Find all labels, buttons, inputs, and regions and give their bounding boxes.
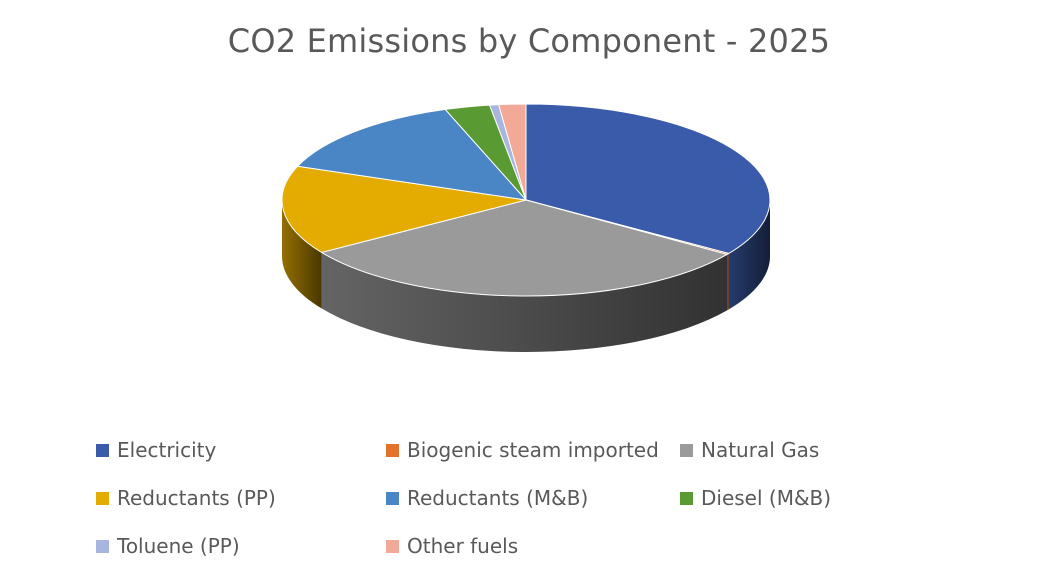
legend-item-reductants-pp: Reductants (PP)	[96, 484, 276, 512]
legend-label: Reductants (M&B)	[407, 486, 589, 510]
legend-label: Diesel (M&B)	[701, 486, 832, 510]
legend-swatch	[386, 443, 399, 457]
chart-title: CO2 Emissions by Component - 2025	[227, 22, 831, 60]
legend-label: Reductants (PP)	[117, 486, 276, 510]
legend-item-natural-gas: Natural Gas	[680, 436, 819, 464]
legend-item-other-fuels: Other fuels	[386, 532, 518, 560]
legend-swatch	[96, 491, 109, 505]
pie-side-shade-electricity	[728, 200, 770, 310]
legend-item-reductants-mandb: Reductants (M&B)	[386, 484, 588, 512]
legend-swatch	[680, 491, 693, 505]
legend-label: Natural Gas	[701, 438, 820, 462]
pie-side-shade-biogenic-steam-imported	[727, 253, 729, 311]
pie-side-shade-natural-gas	[321, 252, 728, 352]
pie-slice-other-fuels[interactable]	[498, 103, 527, 201]
legend-swatch	[386, 491, 399, 505]
pie-slice-reductants-mandb[interactable]	[297, 108, 527, 201]
pie-slice-natural-gas[interactable]	[321, 199, 728, 297]
legend-label: Toluene (PP)	[117, 534, 240, 558]
legend-item-biogenic-steam-imported: Biogenic steam imported	[386, 436, 659, 464]
legend-item-electricity: Electricity	[96, 436, 216, 464]
legend-label: Electricity	[117, 438, 217, 462]
pie-side-walls	[282, 200, 770, 352]
legend-label: Biogenic steam imported	[407, 438, 659, 462]
legend-item-diesel-mandb: Diesel (M&B)	[680, 484, 831, 512]
legend-label: Other fuels	[407, 534, 519, 558]
legend-item-toluene-pp: Toluene (PP)	[96, 532, 240, 560]
legend-swatch	[96, 539, 109, 553]
pie-top-faces	[281, 103, 771, 297]
pie-slice-reductants-pp[interactable]	[281, 165, 527, 253]
legend-swatch	[680, 443, 693, 457]
legend-swatch	[386, 539, 399, 553]
legend-swatch	[96, 443, 109, 457]
